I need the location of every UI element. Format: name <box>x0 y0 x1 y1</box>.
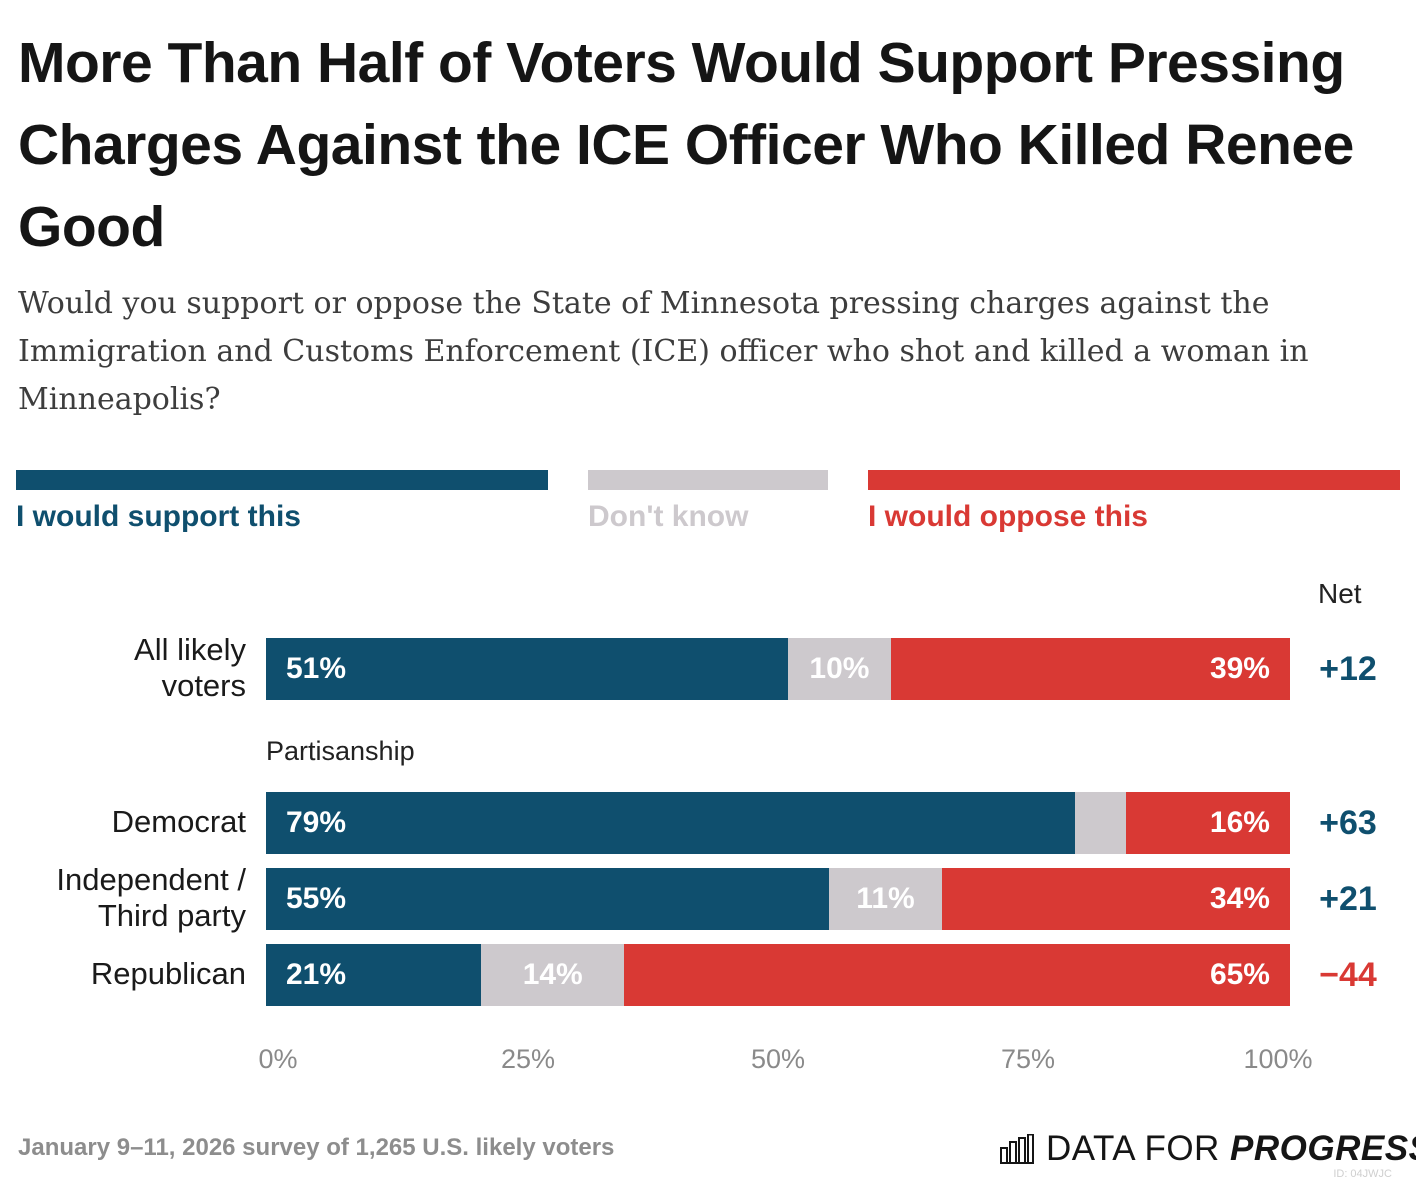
bar-segment-oppose: 65% <box>624 944 1290 1006</box>
legend-label-dont-know: Don't know <box>588 500 749 533</box>
chart-subtitle: Would you support or oppose the State of… <box>18 286 1309 417</box>
net-column-header: Net <box>1318 578 1362 609</box>
legend-item-support: I would support this <box>16 470 548 534</box>
net-value-republican: −44 <box>1319 956 1377 994</box>
bar-segment-oppose: 34% <box>941 868 1290 930</box>
legend-label-support: I would support this <box>16 500 301 533</box>
data-label-oppose: 16% <box>1209 806 1270 839</box>
chart-title: More Than Half of Voters Would Support P… <box>18 31 1354 259</box>
legend-swatch-oppose <box>868 470 1400 490</box>
category-label-republican: Republican <box>90 956 246 991</box>
data-for-progress-logo: DATA FOR PROGRESS <box>1000 1128 1416 1170</box>
bar-segment-support: 21% <box>266 944 482 1006</box>
x-tick-label: 75% <box>1000 1044 1056 1074</box>
bar-segment-support: 55% <box>266 868 830 930</box>
bar-chart-logo-icon <box>1000 1134 1034 1164</box>
net-value-democrat: +63 <box>1319 804 1377 842</box>
group-label-partisanship: Partisanship <box>266 736 415 766</box>
logo-wordmark: DATA FOR PROGRESS <box>1046 1129 1416 1169</box>
category-label-democrat: Democrat <box>111 804 246 839</box>
x-tick-label: 50% <box>750 1044 806 1074</box>
data-label-support: 55% <box>286 882 347 915</box>
bar-segment-dk <box>1074 792 1127 854</box>
bar-row-all-likely-voters: 51% 10% 39% <box>266 638 1290 700</box>
bar-row-democrat: 79% 16% <box>266 792 1290 854</box>
survey-footnote: January 9–11, 2026 survey of 1,265 U.S. … <box>18 1134 615 1161</box>
data-label-dk: 11% <box>856 882 915 915</box>
bar-segment-support: 79% <box>266 792 1075 854</box>
bar-segment-dk: 11% <box>829 868 942 930</box>
legend-label-oppose: I would oppose this <box>868 500 1148 533</box>
category-label-all-likely-voters: All likely voters <box>134 632 246 703</box>
data-label-support: 21% <box>286 958 347 991</box>
category-label-independent-third-party: Independent / Third party <box>56 862 246 933</box>
logo-text-bold: PROGRESS <box>1230 1129 1416 1168</box>
data-label-dk: 10% <box>809 652 870 685</box>
legend-swatch-support <box>16 470 548 490</box>
data-label-oppose: 65% <box>1209 958 1270 991</box>
logo-text-light: DATA FOR <box>1046 1129 1231 1168</box>
x-tick-label: 25% <box>500 1044 556 1074</box>
legend-swatch-dont-know <box>588 470 828 490</box>
x-tick-label: 100% <box>1243 1044 1313 1074</box>
net-value-independent-third-party: +21 <box>1319 880 1377 918</box>
data-label-oppose: 39% <box>1209 652 1270 685</box>
legend-item-oppose: I would oppose this <box>868 470 1400 534</box>
bar-row-independent-third-party: 55% 11% 34% <box>266 868 1290 930</box>
bar-row-republican: 21% 14% 65% <box>266 944 1290 1006</box>
legend-item-dont-know: Don't know <box>588 470 828 534</box>
x-tick-label: 0% <box>258 1044 298 1074</box>
bar-segment-support: 51% <box>266 638 789 700</box>
data-label-oppose: 34% <box>1209 882 1270 915</box>
data-label-support: 51% <box>286 652 347 685</box>
bar-segment-dk: 14% <box>481 944 625 1006</box>
bar-segment-oppose: 16% <box>1126 792 1290 854</box>
net-value-all-likely-voters: +12 <box>1319 650 1377 688</box>
bar-segment-oppose: 39% <box>890 638 1290 700</box>
data-label-dk: 14% <box>522 958 583 991</box>
bar-segment-dk: 10% <box>788 638 891 700</box>
chart-id: ID: 04JWJC <box>1333 1168 1392 1180</box>
data-label-support: 79% <box>286 806 347 839</box>
